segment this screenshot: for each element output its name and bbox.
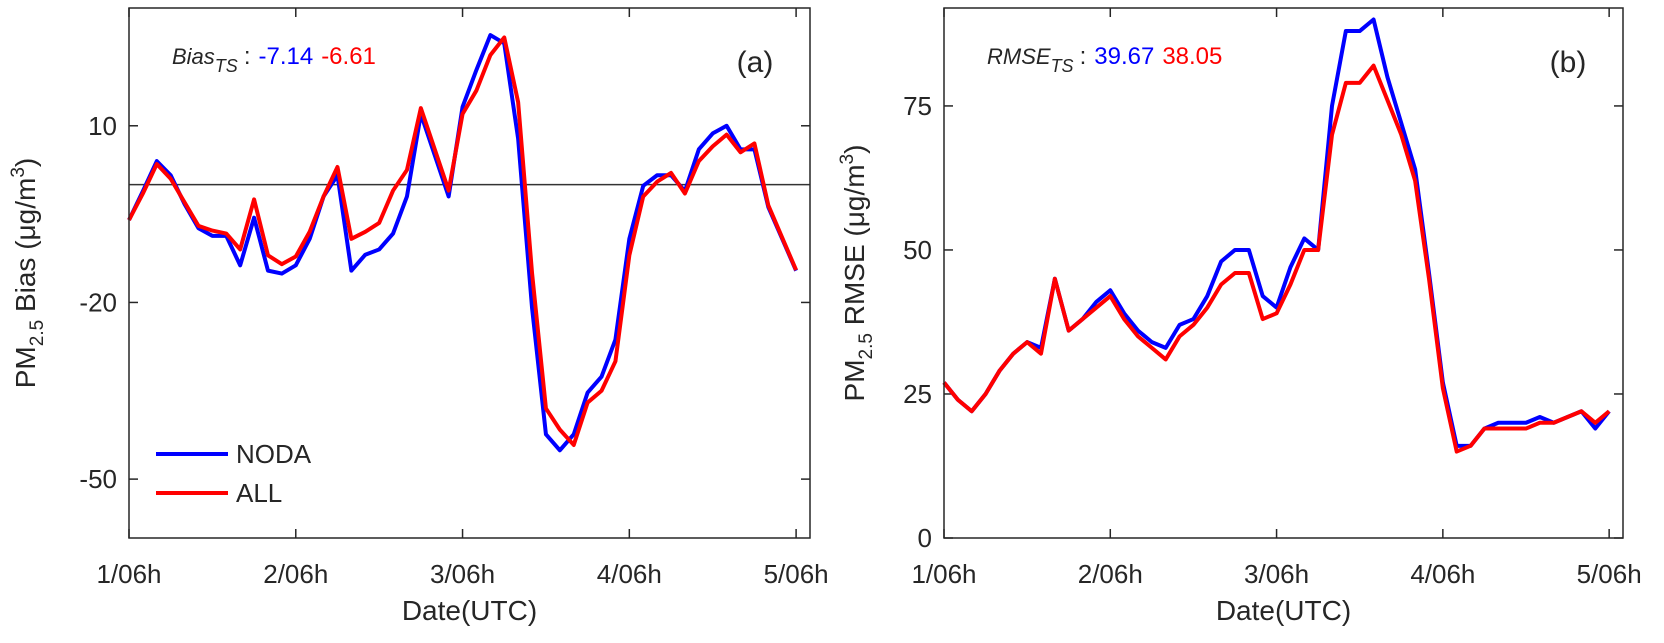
y-label-sub: 2.5 <box>856 333 877 359</box>
y-label-sup: 3 <box>8 167 29 178</box>
x-tick-label: 2/06h <box>263 559 328 589</box>
y-label-text: Bias (μg/m <box>10 178 41 320</box>
stats-label: RMSE <box>987 44 1051 69</box>
y-tick-label: 75 <box>903 91 932 121</box>
y-tick-label: 50 <box>903 235 932 265</box>
x-axis-label: Date(UTC) <box>1216 595 1351 626</box>
stats-value: 39.67 <box>1094 43 1154 70</box>
stats-subscript: TS <box>1051 56 1074 76</box>
y-label-text: RMSE (μg/m <box>839 164 870 333</box>
x-axis-label: Date(UTC) <box>402 595 537 626</box>
stats-value: 38.05 <box>1162 43 1222 70</box>
x-tick-label: 3/06h <box>430 559 495 589</box>
legend-label: NODA <box>236 439 312 469</box>
y-label-end: ) <box>10 158 41 167</box>
stats-annotation: RMSETS:39.67 38.05 <box>987 43 1222 76</box>
y-label-sup: 3 <box>837 154 858 165</box>
stats-separator: : <box>1080 43 1087 70</box>
y-label-sub: 2.5 <box>27 320 48 346</box>
x-tick-label: 1/06h <box>96 559 161 589</box>
stats-value: -7.14 <box>258 43 313 70</box>
x-tick-label: 5/06h <box>1577 559 1642 589</box>
plot-frame <box>128 7 811 539</box>
y-axis-label: PM2.5 Bias (μg/m3) <box>8 158 48 389</box>
y-tick-label: 10 <box>88 111 117 141</box>
y-tick-label: -20 <box>79 287 117 317</box>
y-tick-label: -50 <box>79 464 117 494</box>
x-tick-label: 4/06h <box>597 559 662 589</box>
stats-label: Bias <box>172 44 215 69</box>
series-line <box>942 17 1611 448</box>
y-label-end: ) <box>839 145 870 154</box>
stats-annotation: BiasTS: -7.14 -6.61 <box>172 43 376 76</box>
x-tick-label: 3/06h <box>1244 559 1309 589</box>
series-line <box>942 63 1611 454</box>
plot-frame <box>943 7 1624 539</box>
series-line <box>127 33 798 453</box>
legend-label: ALL <box>236 478 282 508</box>
stats-subscript: TS <box>215 56 238 76</box>
y-tick-label: 25 <box>903 379 932 409</box>
y-label-main: PM <box>839 359 870 401</box>
y-axis-label: PM2.5 RMSE (μg/m3) <box>837 145 877 402</box>
panel-label: (a) <box>737 46 774 79</box>
y-label-main: PM <box>10 346 41 388</box>
x-tick-label: 2/06h <box>1078 559 1143 589</box>
panel-label: (b) <box>1550 46 1587 79</box>
y-tick-label: 0 <box>918 523 932 553</box>
x-tick-label: 1/06h <box>911 559 976 589</box>
series-line <box>127 35 798 447</box>
stats-separator: : <box>244 43 251 70</box>
stats-value: -6.61 <box>321 43 376 70</box>
x-tick-label: 5/06h <box>764 559 829 589</box>
x-tick-label: 4/06h <box>1410 559 1475 589</box>
